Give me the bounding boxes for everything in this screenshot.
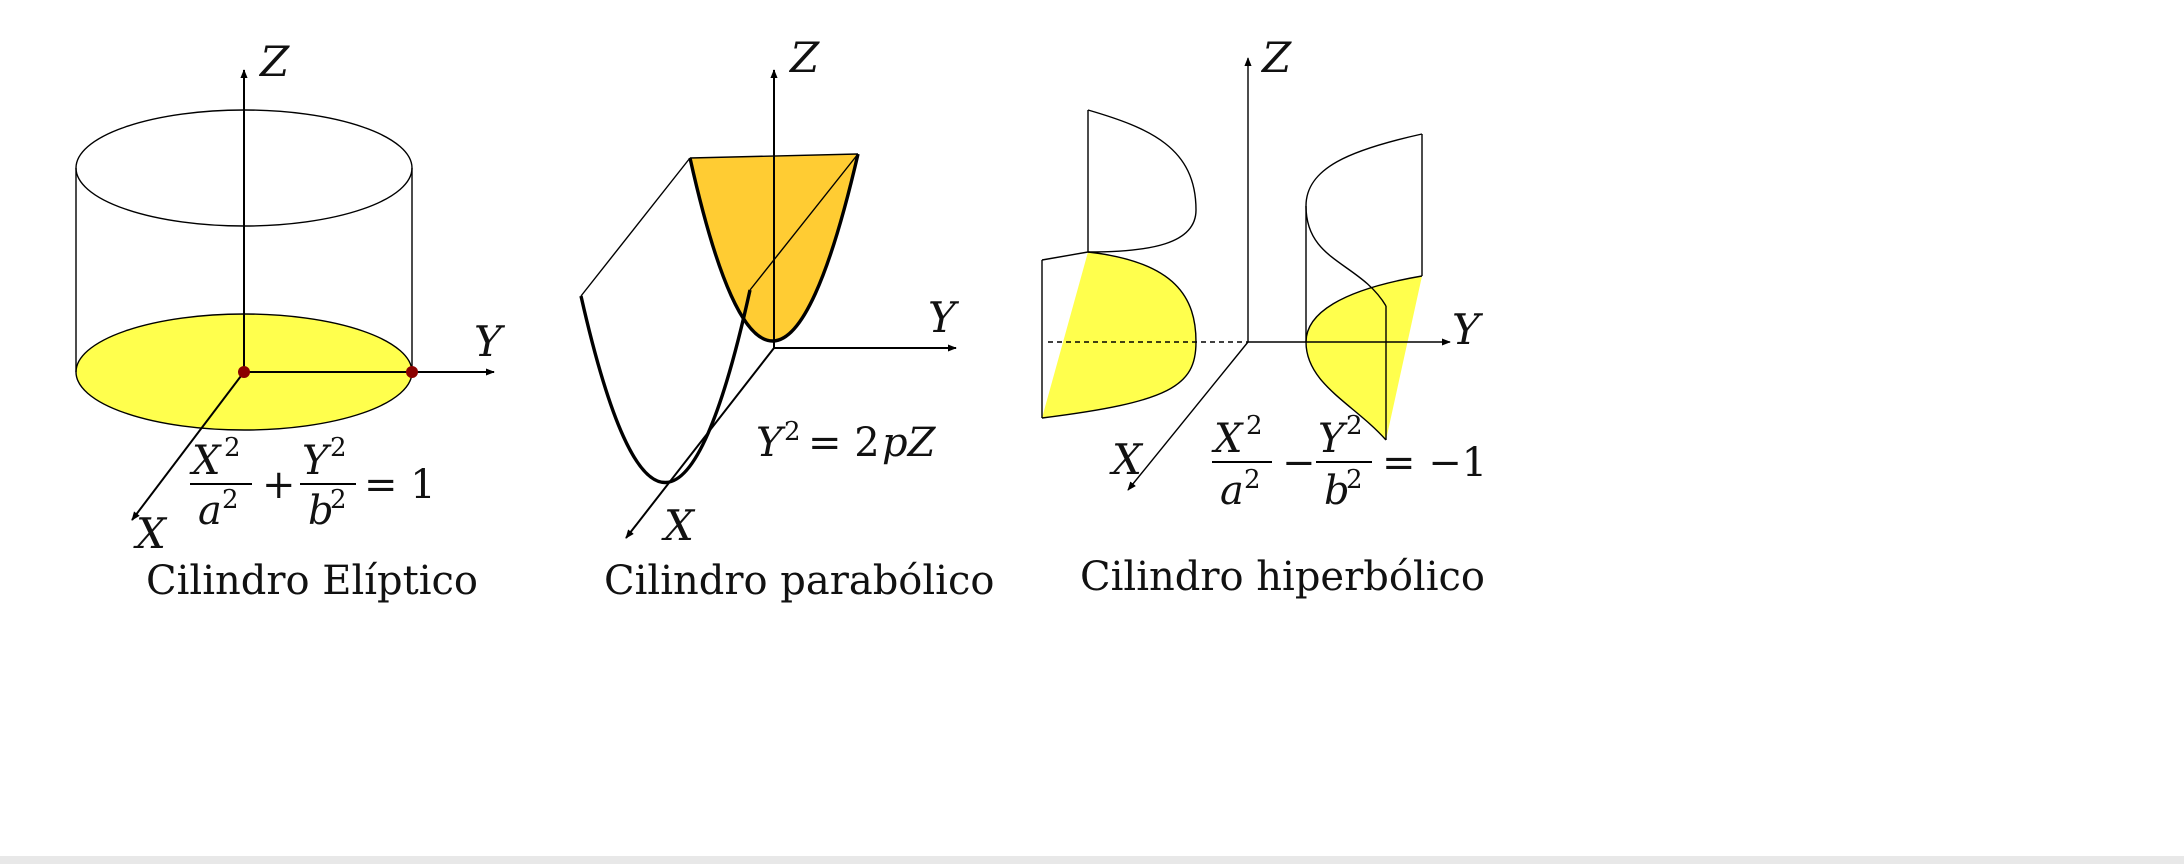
panel-hyperbolic-cylinder: Z Y X X 2 a 2 − Y 2 b 2 = −1 Cilindro hi… — [1041, 33, 1487, 600]
intercept-point — [406, 366, 418, 378]
eq-den1: a — [1220, 468, 1244, 514]
eq-den1: a — [198, 488, 222, 534]
eq-den2: b — [1324, 468, 1350, 514]
parabolic-equation: Y 2 = 2 pZ — [756, 417, 937, 466]
hyperbolic-left-fill — [1042, 252, 1196, 418]
x-axis-label: X — [1109, 435, 1144, 484]
hyperbolic-left-top-link — [1041, 251, 1089, 261]
generator-left — [580, 157, 691, 297]
elliptic-equation: X 2 a 2 + Y 2 b 2 = 1 — [189, 433, 436, 534]
z-axis-label: Z — [258, 37, 290, 86]
eq-den1-exp: 2 — [1244, 465, 1261, 495]
eq-num2: Y — [302, 438, 332, 484]
eq-op: − — [1282, 440, 1316, 486]
eq-num1-exp: 2 — [224, 433, 241, 463]
panel-elliptic-cylinder: Z Y X X 2 a 2 + Y 2 b 2 = 1 Cilindro Elí… — [75, 37, 506, 604]
eq-lhs: Y — [756, 420, 786, 466]
eq-op: + — [262, 462, 296, 508]
eq-num1: X — [1211, 416, 1244, 462]
y-axis-label: Y — [474, 317, 506, 366]
hyperbolic-left-top-curve — [1087, 109, 1197, 253]
x-axis-label: X — [661, 501, 696, 550]
caption-hyperbolic: Cilindro hiperbólico — [1080, 554, 1485, 600]
eq-den2-exp: 2 — [330, 485, 347, 515]
hyperbolic-equation: X 2 a 2 − Y 2 b 2 = −1 — [1211, 411, 1487, 514]
x-axis-label: X — [133, 509, 168, 558]
hyperbolic-right-fill — [1306, 276, 1422, 440]
z-axis-label: Z — [788, 33, 820, 82]
eq-rhs: = 2 — [808, 420, 880, 466]
caption-elliptic: Cilindro Elíptico — [146, 558, 478, 604]
eq-rhs: = 1 — [364, 462, 436, 508]
eq-num2: Y — [1318, 416, 1348, 462]
eq-lhs-exp: 2 — [784, 417, 801, 447]
origin-point — [238, 366, 250, 378]
y-axis-label: Y — [928, 293, 960, 342]
eq-rhs: = −1 — [1382, 440, 1487, 486]
x-axis — [625, 347, 775, 539]
bottom-border-strip — [0, 856, 2184, 864]
eq-den1-exp: 2 — [222, 485, 239, 515]
caption-parabolic: Cilindro parabólico — [604, 558, 994, 604]
y-axis-label: Y — [1452, 305, 1484, 354]
eq-num2-exp: 2 — [330, 433, 347, 463]
eq-num1: X — [189, 438, 222, 484]
z-axis-label: Z — [1260, 33, 1292, 82]
generator-right — [749, 153, 859, 291]
eq-num2-exp: 2 — [1346, 411, 1363, 441]
eq-num1-exp: 2 — [1246, 411, 1263, 441]
eq-den2: b — [308, 488, 334, 534]
eq-den2-exp: 2 — [1346, 465, 1363, 495]
panel-parabolic-cylinder: Z Y X Y 2 = 2 pZ Cilindro parabólico — [579, 33, 994, 604]
x-axis — [131, 371, 245, 521]
eq-rhs-var: pZ — [882, 420, 937, 466]
x-axis — [1127, 341, 1249, 491]
parabolic-front-curve — [579, 289, 752, 485]
